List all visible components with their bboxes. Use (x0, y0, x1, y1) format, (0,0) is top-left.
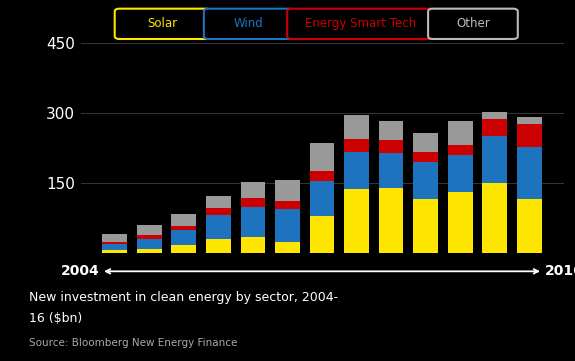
Bar (344, 116, 369, 139)
Bar (517, 124, 542, 147)
Bar (102, 244, 127, 251)
Bar (102, 242, 127, 244)
Bar (517, 117, 542, 124)
Bar (137, 248, 162, 253)
Bar (413, 162, 438, 199)
Text: Solar: Solar (147, 17, 178, 30)
Bar (171, 214, 196, 226)
Bar (448, 192, 473, 253)
Bar (448, 155, 473, 192)
Bar (413, 199, 438, 253)
Text: Source: Bloomberg New Energy Finance: Source: Bloomberg New Energy Finance (29, 338, 237, 348)
Bar (413, 133, 438, 152)
Bar (344, 152, 369, 189)
Bar (482, 136, 507, 183)
Bar (240, 207, 266, 237)
Bar (448, 122, 473, 145)
Bar (275, 180, 300, 201)
Bar (309, 216, 335, 253)
Bar (309, 171, 335, 181)
Bar (137, 225, 162, 235)
Text: Energy Smart Tech: Energy Smart Tech (305, 17, 416, 30)
Bar (309, 181, 335, 216)
Bar (137, 235, 162, 239)
Bar (275, 201, 300, 209)
Bar (240, 182, 266, 198)
Bar (413, 152, 438, 162)
Bar (482, 119, 507, 136)
Bar (206, 239, 231, 253)
Bar (344, 139, 369, 152)
Bar (240, 198, 266, 207)
Bar (378, 153, 404, 188)
Bar (206, 215, 231, 239)
Bar (137, 239, 162, 248)
Bar (482, 183, 507, 253)
Bar (240, 237, 266, 253)
Bar (102, 234, 127, 242)
Bar (378, 188, 404, 253)
Bar (482, 112, 507, 119)
Bar (206, 208, 231, 215)
Bar (378, 140, 404, 153)
Text: 16 ($bn): 16 ($bn) (29, 312, 82, 325)
Bar (171, 226, 196, 230)
Bar (171, 245, 196, 253)
Bar (517, 147, 542, 199)
Bar (517, 199, 542, 253)
Bar (206, 196, 231, 208)
Bar (378, 121, 404, 140)
Bar (344, 189, 369, 253)
Bar (448, 145, 473, 155)
Bar (275, 243, 300, 253)
Text: New investment in clean energy by sector, 2004-: New investment in clean energy by sector… (29, 291, 338, 304)
Text: Other: Other (456, 17, 490, 30)
Bar (171, 230, 196, 245)
Bar (102, 251, 127, 253)
Bar (275, 209, 300, 243)
Text: 2004: 2004 (60, 264, 99, 278)
Bar (309, 143, 335, 171)
Text: Wind: Wind (234, 17, 263, 30)
Text: 2016: 2016 (545, 264, 575, 278)
